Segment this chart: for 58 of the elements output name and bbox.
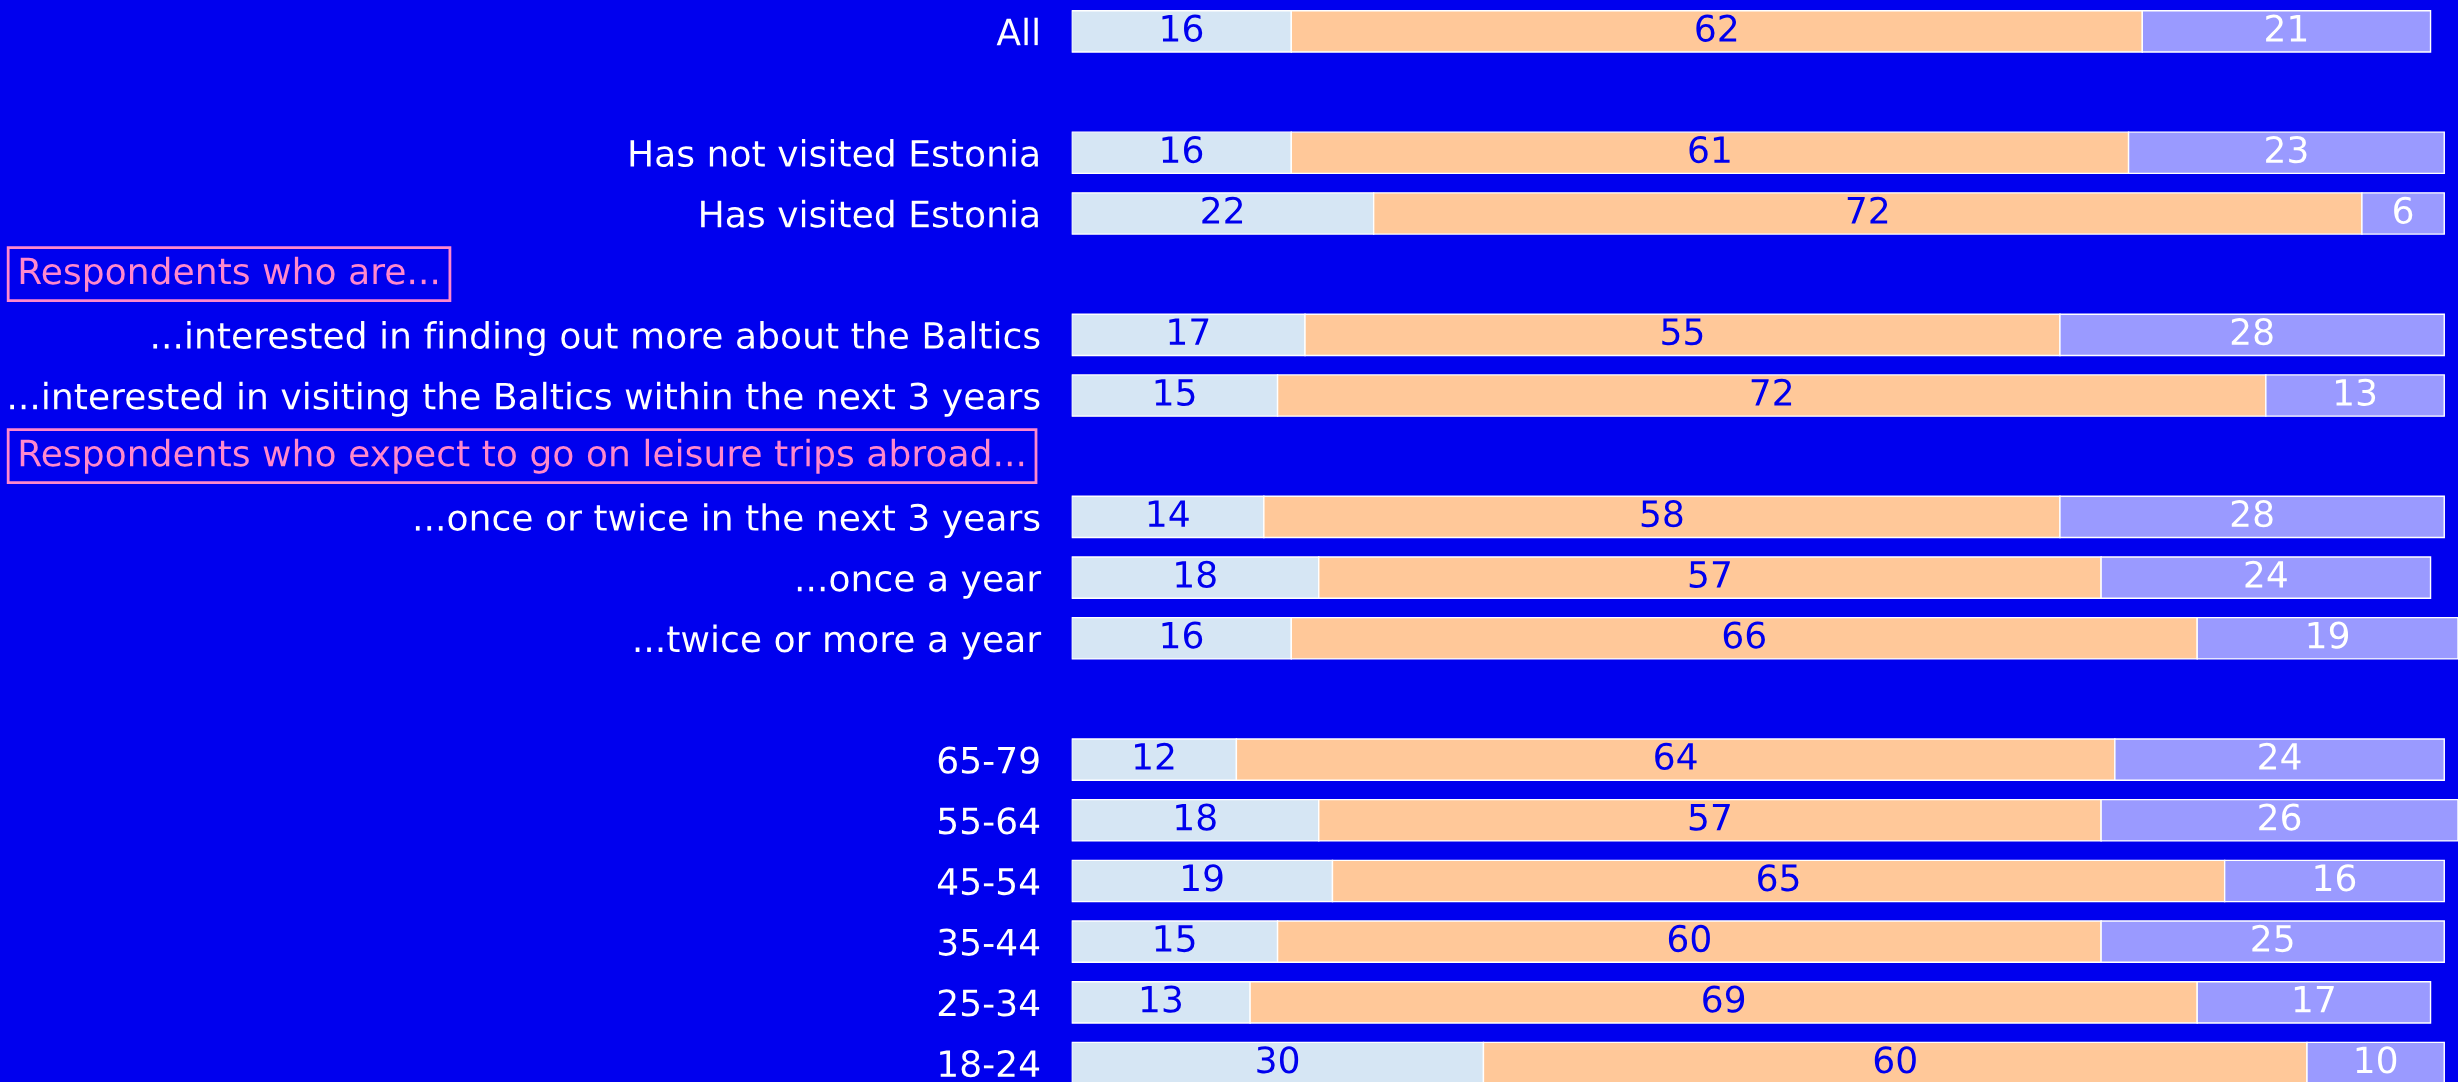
data-label: 21 — [2266, 14, 2307, 42]
data-label: 28 — [2231, 318, 2273, 346]
y-tick-label: ...twice or more a year — [635, 624, 1042, 660]
data-label: 64 — [1655, 742, 1697, 771]
data-label: 16 — [1162, 14, 1203, 42]
y-tick-label: 25-34 — [938, 989, 1040, 1017]
data-label: 66 — [1723, 621, 1765, 649]
data-label: 18 — [1176, 560, 1216, 589]
y-tick-label: ...once or twice in the next 3 years — [415, 503, 1040, 539]
data-label: 18 — [1176, 803, 1216, 831]
data-label: 24 — [2245, 560, 2287, 588]
data-label: 65 — [1758, 864, 1799, 892]
text: Respondents who expect to go on leisure trips abroad... — [20, 438, 1024, 474]
data-label: 30 — [1257, 1046, 1299, 1074]
y-tick-label: 65-79 — [938, 746, 1039, 774]
data-label: 12 — [1135, 742, 1174, 770]
data-label: 57 — [1689, 561, 1730, 589]
y-tick-label: 55-64 — [938, 807, 1040, 835]
data-label: 72 — [1847, 196, 1888, 224]
data-label: 15 — [1155, 379, 1195, 406]
data-label: 19 — [1183, 864, 1223, 892]
data-label: 16 — [2315, 864, 2356, 892]
data-label: 14 — [1148, 500, 1189, 527]
y-tick-label: Has not visited Estonia — [630, 139, 1038, 168]
data-label: 55 — [1662, 318, 1703, 346]
data-label: 13 — [2336, 378, 2376, 406]
data-label: 6 — [2394, 196, 2413, 224]
data-label: 15 — [1155, 925, 1195, 953]
text: Respondents who are... — [20, 256, 437, 292]
data-label: 17 — [2294, 985, 2334, 1013]
data-label: 10 — [2356, 1046, 2397, 1074]
data-label: 22 — [1202, 196, 1243, 224]
data-label: 16 — [1162, 621, 1203, 649]
data-label: 61 — [1689, 135, 1730, 164]
data-label: 58 — [1641, 500, 1683, 528]
y-tick-label: 45-54 — [937, 868, 1040, 896]
data-label: 26 — [2259, 803, 2301, 831]
data-label: 23 — [2266, 135, 2307, 164]
data-label: 60 — [1668, 924, 1710, 953]
y-tick-label: ...interested in visiting the Baltics within the next 3 years — [10, 381, 1040, 417]
data-label: 25 — [2252, 924, 2293, 953]
data-label: 69 — [1703, 985, 1745, 1013]
data-label: 19 — [2308, 621, 2349, 649]
data-label: 57 — [1689, 803, 1730, 831]
y-tick-label: ...interested in finding out more about the Baltics — [153, 321, 1040, 357]
data-label: 72 — [1751, 378, 1792, 406]
data-label: 13 — [1141, 985, 1181, 1013]
y-tick-label: All — [996, 17, 1038, 46]
data-label: 60 — [1874, 1046, 1916, 1074]
data-label: 62 — [1696, 14, 1737, 42]
data-label: 24 — [2259, 742, 2301, 770]
data-label: 16 — [1162, 135, 1203, 164]
data-label: 28 — [2231, 500, 2273, 528]
y-tick-label: 18-24 — [940, 1049, 1040, 1078]
data-label: 17 — [1169, 318, 1209, 345]
y-tick-label: Has visited Estonia — [701, 199, 1038, 228]
y-tick-label: ...once a year — [797, 571, 1042, 599]
y-tick-label: 35-44 — [938, 928, 1040, 956]
